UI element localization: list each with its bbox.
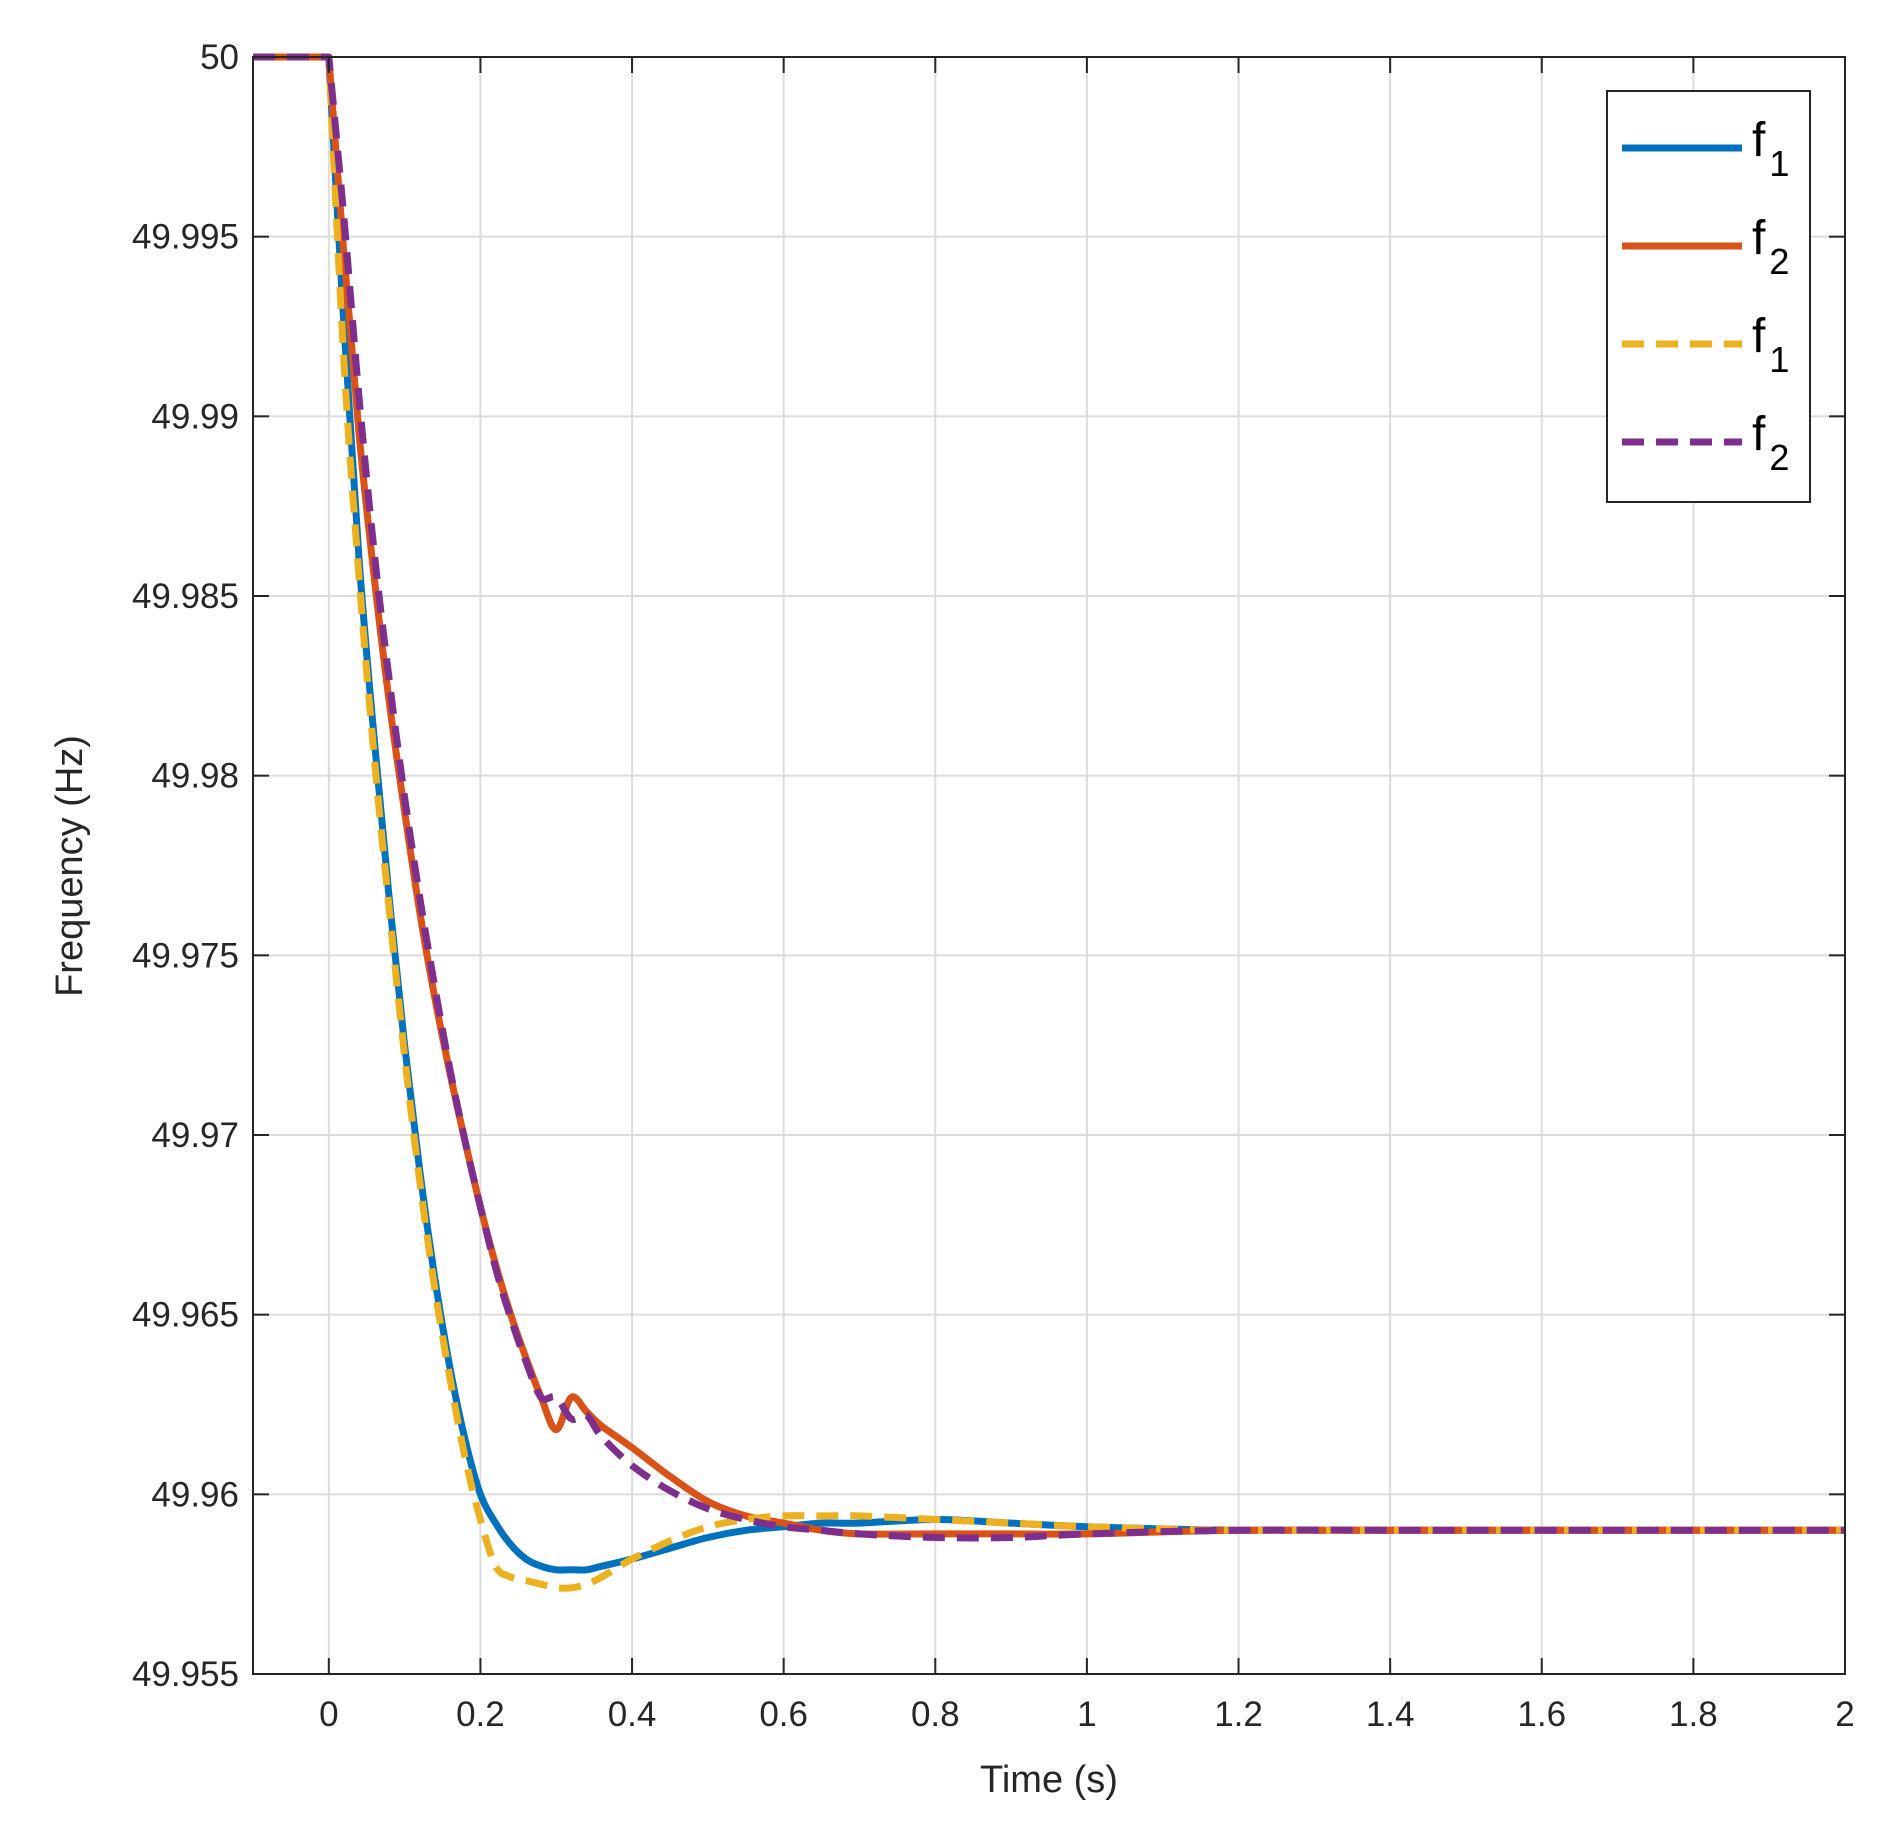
legend-box <box>1606 90 1811 503</box>
x-axis-title: Time (s) <box>980 1759 1118 1801</box>
y-tick-label: 49.97 <box>151 1116 239 1155</box>
legend: f 1 f 2 f 1 f 2 <box>1606 90 1811 503</box>
x-tick-label: 1.2 <box>1214 1695 1263 1734</box>
y-tick-label: 49.985 <box>132 577 239 616</box>
y-tick-label: 49.975 <box>132 936 239 975</box>
y-tick-label: 50 <box>200 38 239 77</box>
plot-area <box>253 57 1845 1674</box>
y-tick-label: 49.995 <box>132 218 239 257</box>
x-tick-label: 1.6 <box>1517 1695 1566 1734</box>
x-tick-label: 0.4 <box>608 1695 657 1734</box>
tick-marks <box>253 56 1846 1675</box>
y-tick-label: 49.955 <box>132 1655 239 1694</box>
x-tick-label: 0.6 <box>759 1695 808 1734</box>
x-tick-label: 0.2 <box>456 1695 505 1734</box>
y-tick-label: 49.99 <box>151 397 239 436</box>
x-tick-label: 1.8 <box>1669 1695 1718 1734</box>
series-f1-dashed <box>253 53 1845 1592</box>
y-tick-label: 49.96 <box>151 1475 239 1514</box>
x-tick-label: 0.8 <box>911 1695 960 1734</box>
y-tick-label: 49.98 <box>151 757 239 796</box>
x-tick-label: 1.4 <box>1366 1695 1415 1734</box>
series-f2-dashed <box>253 53 1845 1542</box>
tick-labels: 0 0.2 0.4 0.6 0.8 1 1.2 1.4 1.6 1.8 2 49.955 49.96 49… <box>132 38 1855 1734</box>
axes-box <box>252 56 1846 1675</box>
series-layer <box>253 53 1845 1592</box>
x-tick-label: 2 <box>1835 1695 1854 1734</box>
x-tick-label: 1 <box>1077 1695 1096 1734</box>
y-tick-label: 49.965 <box>132 1296 239 1335</box>
x-tick-label: 0 <box>319 1695 338 1734</box>
y-axis-title: Frequency (Hz) <box>49 735 91 997</box>
